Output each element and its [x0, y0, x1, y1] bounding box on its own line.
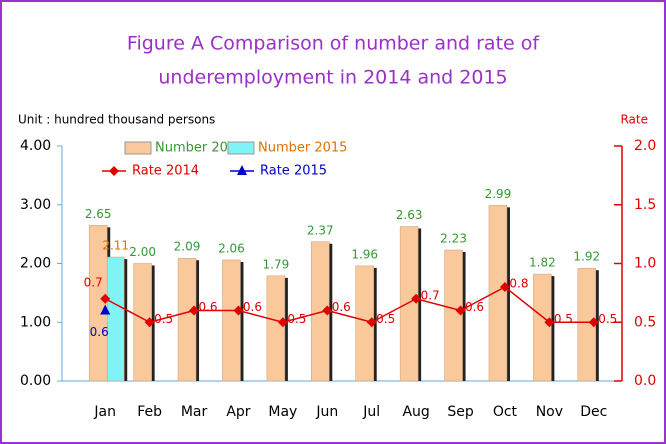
point	[366, 317, 377, 328]
bar	[444, 249, 463, 382]
point	[411, 293, 422, 304]
y2-tick-label: 1.5	[634, 197, 656, 213]
value-label: 0.6	[332, 300, 351, 314]
y2-tick-label: 0.0	[634, 373, 656, 389]
value-label: 2.63	[396, 208, 423, 222]
value-label: 2.37	[307, 223, 334, 237]
chart-title: underemployment in 2014 and 2015	[158, 67, 507, 89]
value-label: 1.82	[529, 256, 556, 270]
point	[544, 317, 555, 328]
value-label: 2.11	[102, 239, 129, 253]
x-tick-label: Oct	[493, 404, 518, 420]
bar	[399, 226, 419, 382]
bar	[222, 259, 241, 382]
x-tick-label: Sep	[447, 404, 474, 420]
point	[499, 282, 510, 292]
value-label: 0.6	[198, 300, 217, 314]
value-label: 2.23	[440, 231, 467, 245]
x-tick-label: May	[268, 404, 297, 420]
chart-title: Figure A Comparison of number and rate o…	[127, 33, 540, 55]
x-tick-label: Jun	[315, 404, 338, 420]
value-label: 0.7	[84, 275, 103, 289]
value-label: 0.5	[154, 312, 173, 326]
value-label: 1.96	[351, 247, 378, 261]
x-tick-label: Mar	[181, 404, 208, 420]
x-tick-label: Jul	[362, 404, 380, 420]
bar	[266, 275, 286, 382]
bar	[533, 273, 552, 382]
point	[322, 305, 333, 316]
value-label: 2.65	[85, 207, 112, 221]
value-label: 1.79	[263, 257, 290, 271]
y2-axis-label: Rate	[620, 113, 648, 127]
x-tick-label: Dec	[580, 404, 607, 420]
value-label: 2.06	[218, 241, 245, 255]
value-label: 0.5	[554, 312, 573, 326]
y-tick-label: 2.00	[20, 256, 51, 272]
value-label: 0.6	[465, 300, 484, 314]
value-label: 0.6	[90, 325, 109, 339]
point	[588, 317, 599, 328]
value-label: 2.00	[129, 245, 156, 259]
value-label: 2.09	[174, 240, 201, 254]
y2-tick-label: 0.5	[634, 314, 656, 330]
point	[455, 305, 466, 316]
point	[100, 293, 111, 304]
point	[144, 317, 155, 328]
value-label: 0.7	[421, 288, 440, 302]
value-label: 0.5	[598, 312, 617, 326]
legend-label: Rate 2015	[260, 164, 327, 179]
legend-marker	[237, 165, 247, 175]
y-tick-label: 0.00	[20, 373, 51, 389]
legend-swatch	[227, 141, 255, 155]
y-axis-label: Unit : hundred thousand persons	[18, 113, 215, 127]
point	[100, 304, 111, 315]
x-tick-label: Feb	[137, 404, 162, 420]
point	[233, 305, 244, 316]
value-label: 0.5	[287, 312, 306, 326]
legend-swatch	[124, 141, 152, 155]
legend-marker	[109, 166, 119, 176]
value-label: 0.6	[243, 300, 262, 314]
legend-label: Number 2014	[155, 141, 244, 156]
y-tick-label: 3.00	[20, 197, 51, 213]
legend-label: Number 2015	[258, 141, 347, 156]
point	[189, 305, 200, 316]
value-label: 2.99	[485, 187, 512, 201]
rate-line	[104, 286, 594, 324]
value-label: 1.92	[573, 250, 600, 264]
y2-tick-label: 2.0	[634, 138, 656, 154]
value-label: 0.8	[509, 277, 528, 291]
value-label: 0.5	[376, 312, 395, 326]
point	[277, 317, 288, 328]
y2-tick-label: 1.0	[634, 256, 656, 272]
x-tick-label: Nov	[536, 404, 563, 420]
legend-label: Rate 2014	[132, 164, 199, 179]
x-tick-label: Aug	[402, 404, 429, 420]
bar	[488, 205, 508, 382]
x-tick-label: Apr	[226, 404, 250, 420]
bar	[177, 257, 197, 382]
x-tick-label: Jan	[93, 404, 116, 420]
y-tick-label: 4.00	[20, 138, 51, 154]
bar	[106, 256, 125, 382]
y-tick-label: 1.00	[20, 314, 51, 330]
